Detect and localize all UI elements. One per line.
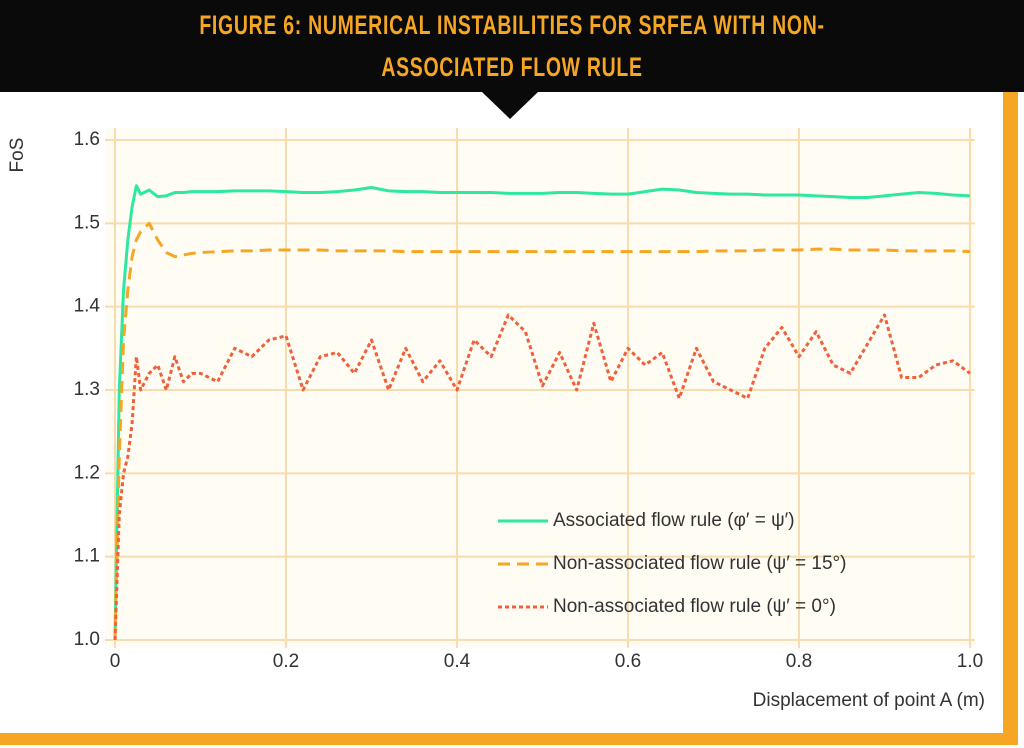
y-tick-label: 1.0 — [74, 629, 100, 650]
x-axis-label: Displacement of point A (m) — [753, 690, 985, 711]
legend-label: Non-associated flow rule (ψ′ = 15°) — [553, 553, 846, 574]
y-tick-label: 1.5 — [74, 212, 100, 233]
y-tick-label: 1.6 — [74, 129, 100, 150]
series-line — [113, 221, 971, 641]
y-tick-label: 1.1 — [74, 546, 100, 567]
legend-label: Associated flow rule (φ′ = ψ′) — [553, 510, 795, 531]
series-line — [113, 184, 971, 641]
x-tick-label: 0.4 — [444, 651, 471, 672]
frame-bottom — [0, 733, 1018, 745]
legend-label: Non-associated flow rule (ψ′ = 0°) — [553, 596, 836, 617]
y-tick-label: 1.2 — [74, 462, 100, 483]
frame-right — [1003, 92, 1018, 745]
y-axis-label: FoS — [7, 138, 28, 173]
chart-title: FIGURE 6: NUMERICAL INSTABILITIES FOR SR… — [199, 10, 825, 82]
y-tick-label: 1.3 — [74, 379, 100, 400]
x-tick-label: 0.2 — [273, 651, 299, 672]
x-tick-label: 0 — [110, 651, 121, 672]
x-tick-label: 0.8 — [786, 651, 812, 672]
y-tick-label: 1.4 — [74, 296, 101, 317]
x-tick-label: 0.6 — [615, 651, 641, 672]
title-banner: FIGURE 6: NUMERICAL INSTABILITIES FOR SR… — [0, 0, 1024, 92]
x-tick-label: 1.0 — [957, 651, 983, 672]
banner-pointer — [482, 92, 538, 119]
plot-background — [105, 128, 975, 648]
